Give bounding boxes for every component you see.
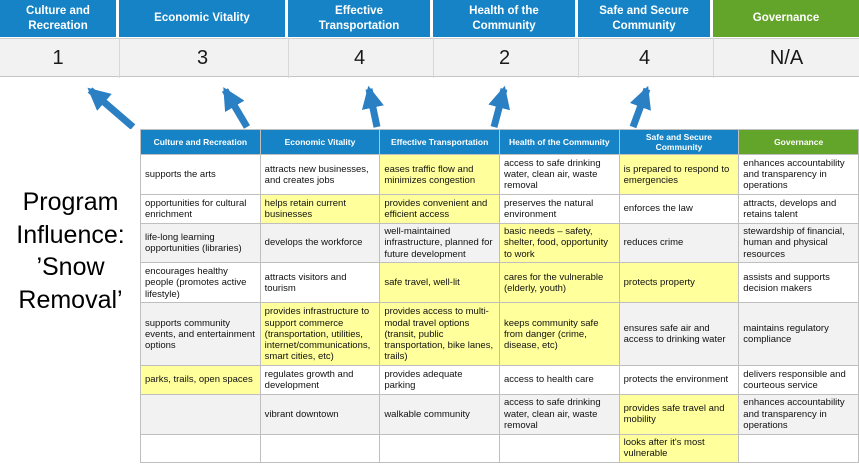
influence-arrows — [87, 85, 651, 129]
pillar-column-governance: Governance N/A — [713, 0, 859, 78]
matrix-cell-r4-c3: safe travel, well-lit — [379, 262, 500, 304]
matrix-wrap: Culture and Recreation Economic Vitality E… — [140, 128, 859, 464]
matrix-row-4: encourages healthy people (promotes acti… — [140, 262, 859, 304]
matrix-cell-r7-c3: walkable community — [379, 393, 500, 435]
pillar-column-culture-and-recreation: Culture and Recreation 1 — [0, 0, 116, 78]
influence-arrow-1 — [87, 87, 136, 129]
matrix-header-effective-transportation: Effective Transportation — [379, 128, 500, 156]
pillar-score-culture-and-recreation: 1 — [52, 46, 64, 69]
pillar-score-economic-vitality: 3 — [119, 38, 285, 78]
matrix-cell-r1-c6: enhances accountability and transparency… — [738, 154, 859, 196]
pillar-header-safe-and-secure-community: Safe and Secure Community — [578, 0, 710, 37]
matrix-cell-r4-c6: assists and supports decision makers — [738, 262, 859, 304]
matrix-cell-r7-c2: vibrant downtown — [259, 393, 381, 435]
matrix-header-safe-and-secure-community: Safe and Secure Community — [618, 128, 740, 156]
matrix-cell-r1-c1: supports the arts — [140, 154, 261, 196]
influence-arrow-2 — [221, 87, 251, 129]
matrix-cell-r7-c1 — [140, 393, 261, 435]
pillar-header-culture-and-recreation: Culture and Recreation — [0, 0, 116, 37]
matrix-row-3: life-long learning opportunities (librar… — [140, 222, 859, 264]
matrix-cell-r5-c6: maintains regulatory compliance — [738, 302, 859, 367]
matrix-cell-r4-c5: protects property — [618, 262, 740, 304]
matrix-cell-r7-c4: access to safe drinking water, clean air… — [498, 393, 620, 435]
matrix-cell-r3-c3: well-maintained infrastructure, planned … — [379, 222, 500, 264]
program-title: Program Influence: ’Snow Removal’ — [16, 188, 125, 314]
matrix-cell-r4-c1: encourages healthy people (promotes acti… — [140, 262, 261, 304]
matrix-cell-r7-c6: enhances accountability and transparency… — [738, 393, 859, 435]
pillar-column-health-of-the-community: Health of the Community 2 — [433, 0, 575, 78]
matrix-cell-r7-c5: provides safe travel and mobility — [618, 393, 740, 435]
matrix-body: supports the arts attracts new businesses… — [140, 154, 859, 464]
matrix-row-1: supports the arts attracts new businesses… — [140, 154, 859, 196]
matrix-header-governance: Governance — [738, 128, 859, 156]
pillar-header-governance: Governance — [713, 0, 859, 37]
matrix-cell-r2-c1: opportunities for cultural enrichment — [140, 194, 261, 224]
pillar-column-economic-vitality: Economic Vitality 3 — [119, 0, 285, 78]
matrix-cell-r5-c4: keeps community safe from danger (crime,… — [498, 302, 620, 367]
influence-arrow-5 — [629, 85, 651, 129]
matrix-cell-r2-c4: preserves the natural environment — [498, 194, 620, 224]
matrix-cell-r6-c4: access to health care — [498, 365, 620, 395]
pillar-header-effective-transportation: Effective Transportation — [288, 0, 430, 37]
matrix-cell-r3-c1: life-long learning opportunities (librar… — [140, 222, 261, 264]
matrix-cell-r5-c1: supports community events, and entertain… — [140, 302, 261, 367]
matrix-cell-r1-c4: access to safe drinking water, clean air… — [498, 154, 620, 196]
matrix-cell-r8-c3 — [379, 433, 500, 464]
matrix-header-culture-and-recreation: Culture and Recreation — [140, 128, 261, 156]
matrix-row-7: vibrant downtown walkable community access… — [140, 393, 859, 435]
pillar-score-governance: N/A — [713, 38, 859, 78]
matrix-cell-r5-c5: ensures safe air and access to drinking … — [618, 302, 740, 367]
matrix-cell-r2-c2: helps retain current businesses — [259, 194, 381, 224]
pillar-score-safe-and-secure-community: 4 — [578, 38, 710, 78]
pillar-score-effective-transportation: 4 — [288, 38, 430, 78]
matrix-cell-r3-c2: develops the workforce — [259, 222, 381, 264]
matrix-cell-r1-c3: eases traffic flow and minimizes congest… — [379, 154, 500, 196]
matrix-cell-r6-c6: delivers responsible and courteous servi… — [738, 365, 859, 395]
matrix-row-8: looks after it's most vulnerable — [140, 433, 859, 464]
matrix-row-5: supports community events, and entertain… — [140, 302, 859, 367]
matrix-cell-r2-c5: enforces the law — [618, 194, 740, 224]
matrix-cell-r3-c4: basic needs – safety, shelter, food, opp… — [498, 222, 620, 264]
matrix-cell-r6-c2: regulates growth and development — [259, 365, 381, 395]
matrix-cell-r8-c2 — [259, 433, 381, 464]
matrix-cell-r5-c2: provides infrastructure to support comme… — [259, 302, 381, 367]
pillar-columns: Culture and Recreation 1 Economic Vitality… — [0, 0, 859, 78]
influence-matrix: Culture and Recreation Economic Vitality E… — [140, 128, 859, 464]
pillar-column-effective-transportation: Effective Transportation 4 — [288, 0, 430, 78]
matrix-row-6: parks, trails, open spaces regulates grow… — [140, 365, 859, 395]
matrix-header-row: Culture and Recreation Economic Vitality E… — [140, 128, 859, 156]
matrix-cell-r2-c3: provides convenient and efficient access — [379, 194, 500, 224]
influence-arrow-3 — [361, 85, 384, 128]
scoreboard-band — [0, 38, 859, 77]
matrix-cell-r5-c3: provides access to multi-modal travel op… — [379, 302, 500, 367]
matrix-cell-r2-c6: attracts, develops and retains talent — [738, 194, 859, 224]
matrix-cell-r1-c5: is prepared to respond to emergencies — [618, 154, 740, 196]
matrix-head: Culture and Recreation Economic Vitality E… — [140, 128, 859, 156]
pillar-header-health-of-the-community: Health of the Community — [433, 0, 575, 37]
influence-arrow-4 — [488, 85, 510, 128]
matrix-cell-r8-c4 — [498, 433, 620, 464]
matrix-cell-r8-c5: looks after it's most vulnerable — [618, 433, 740, 464]
pillar-header-economic-vitality: Economic Vitality — [119, 0, 285, 37]
pillar-column-safe-and-secure-community: Safe and Secure Community 4 — [578, 0, 710, 78]
matrix-row-2: opportunities for cultural enrichment hel… — [140, 194, 859, 224]
matrix-cell-r8-c1 — [140, 433, 261, 464]
matrix-cell-r6-c5: protects the environment — [618, 365, 740, 395]
matrix-cell-r4-c2: attracts visitors and tourism — [259, 262, 381, 304]
matrix-cell-r6-c1: parks, trails, open spaces — [140, 365, 261, 395]
matrix-cell-r3-c5: reduces crime — [618, 222, 740, 264]
matrix-cell-r8-c6 — [738, 433, 859, 464]
matrix-cell-r6-c3: provides adequate parking — [379, 365, 500, 395]
matrix-cell-r3-c6: stewardship of financial, human and phys… — [738, 222, 859, 264]
matrix-cell-r1-c2: attracts new businesses, and creates job… — [259, 154, 381, 196]
pillar-score-health-of-the-community: 2 — [433, 38, 575, 78]
matrix-header-health-of-the-community: Health of the Community — [498, 128, 620, 156]
matrix-cell-r4-c4: cares for the vulnerable (elderly, youth… — [498, 262, 620, 304]
matrix-header-economic-vitality: Economic Vitality — [259, 128, 381, 156]
